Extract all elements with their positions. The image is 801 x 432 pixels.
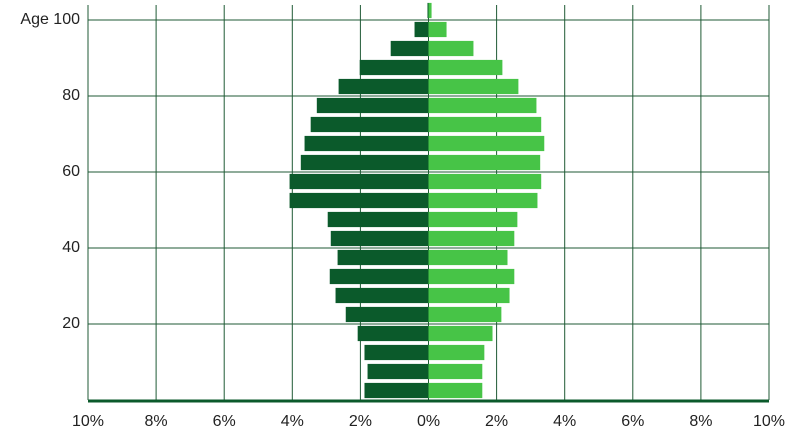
bar (310, 116, 429, 133)
bar (427, 2, 429, 19)
bar (428, 135, 545, 152)
bar (428, 230, 515, 247)
bar (428, 116, 542, 133)
bar (364, 344, 429, 361)
bar (414, 21, 429, 38)
x-tick-label: 2% (485, 413, 508, 430)
bar (327, 211, 429, 228)
x-tick-label: 4% (553, 413, 576, 430)
bar (335, 287, 429, 304)
bar (289, 173, 429, 190)
y-tick-label: Age 100 (20, 11, 80, 28)
bar (428, 211, 518, 228)
bar (428, 249, 508, 266)
bar (357, 325, 429, 342)
bar (300, 154, 429, 171)
bar (316, 97, 429, 114)
bar (428, 154, 541, 171)
bar (329, 268, 429, 285)
x-tick-label: 10% (72, 413, 104, 430)
bar (428, 306, 502, 323)
bar (330, 230, 429, 247)
bar (367, 363, 429, 380)
bar (428, 78, 519, 95)
bar (428, 287, 510, 304)
bar (337, 249, 429, 266)
bar (428, 192, 538, 209)
x-tick-label: 0% (417, 413, 440, 430)
x-tick-label: 4% (281, 413, 304, 430)
bar (428, 59, 503, 76)
bar (428, 363, 483, 380)
bar (428, 2, 432, 19)
bar (428, 40, 474, 57)
x-tick-label: 8% (689, 413, 712, 430)
bar (428, 325, 493, 342)
bar (345, 306, 429, 323)
y-tick-label: 60 (62, 163, 80, 180)
x-tick-label: 6% (621, 413, 644, 430)
bar (428, 268, 515, 285)
bar (364, 382, 429, 399)
bar (390, 40, 429, 57)
bar (338, 78, 429, 95)
x-tick-label: 8% (145, 413, 168, 430)
bar (428, 21, 447, 38)
y-tick-label: 40 (62, 239, 80, 256)
y-tick-label: 80 (62, 87, 80, 104)
x-tick-label: 10% (753, 413, 785, 430)
x-tick-label: 2% (349, 413, 372, 430)
bar (289, 192, 429, 209)
x-tick-label: 6% (213, 413, 236, 430)
bar (428, 173, 542, 190)
bar (304, 135, 429, 152)
bar (359, 59, 429, 76)
y-tick-label: 20 (62, 315, 80, 332)
bar (428, 97, 537, 114)
bar (428, 382, 483, 399)
bar (428, 344, 485, 361)
